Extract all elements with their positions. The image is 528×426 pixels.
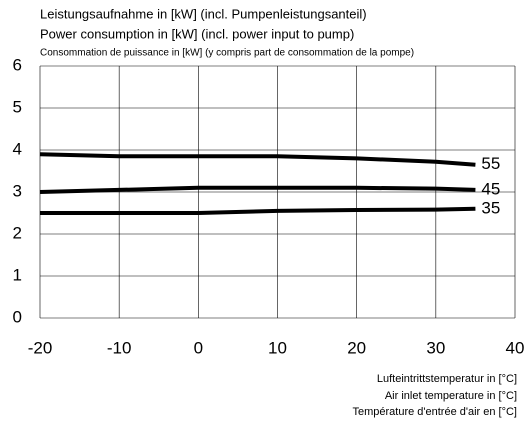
x-axis-label: Air inlet temperature in [°C] — [385, 390, 517, 402]
y-tick-label: 0 — [13, 307, 22, 326]
series-line — [39, 185, 476, 194]
x-tick-label: 30 — [426, 338, 445, 357]
x-tick-label: 40 — [506, 338, 525, 357]
x-tick-label: -20 — [28, 338, 53, 357]
x-tick-label: 10 — [268, 338, 287, 357]
x-axis-label: Température d'entrée d'air en [°C] — [352, 406, 517, 418]
series-label: 45 — [481, 179, 500, 198]
y-tick-label: 6 — [13, 55, 22, 74]
chart-title: Leistungsaufnahme in [kW] (incl. Pumpenl… — [40, 6, 367, 21]
series-label: 35 — [481, 198, 500, 217]
x-tick-label: 20 — [347, 338, 366, 357]
y-tick-label: 3 — [13, 181, 22, 200]
x-tick-label: -10 — [107, 338, 132, 357]
y-tick-label: 1 — [13, 265, 22, 284]
y-tick-label: 2 — [13, 223, 22, 242]
series-label: 55 — [481, 154, 500, 173]
chart-title: Consommation de puissance in [kW] (y com… — [40, 48, 414, 59]
series-line — [39, 152, 476, 167]
x-tick-label: 0 — [194, 338, 203, 357]
chart-title: Power consumption in [kW] (incl. power i… — [40, 26, 354, 41]
y-tick-label: 5 — [13, 97, 22, 116]
y-tick-label: 4 — [13, 139, 22, 158]
x-axis-label: Lufteintrittstemperatur in [°C] — [377, 373, 517, 385]
series-line — [40, 206, 476, 215]
